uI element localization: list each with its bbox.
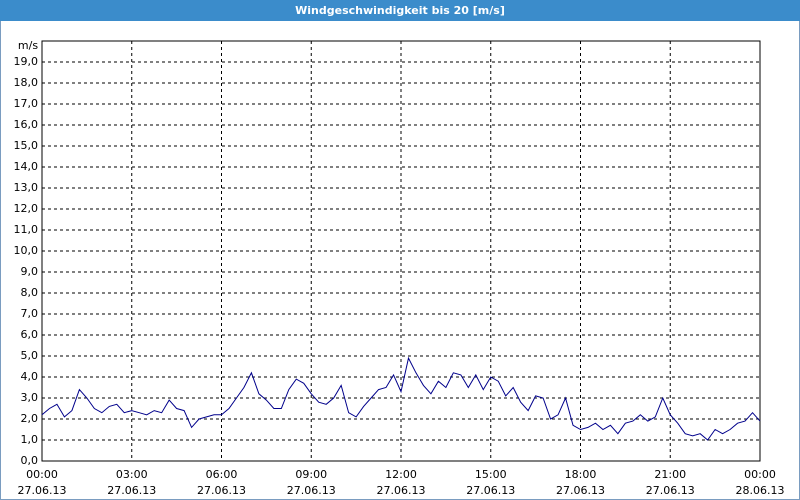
y-tick-label: 18,0 [14, 76, 39, 89]
x-tick-label: 28.06.13 [736, 484, 785, 497]
x-tick-label: 27.06.13 [466, 484, 515, 497]
x-tick-label: 27.06.13 [287, 484, 336, 497]
y-tick-label: 7,0 [21, 307, 39, 320]
x-tick-label: 27.06.13 [646, 484, 695, 497]
x-tick-label: 18:00 [565, 468, 597, 481]
y-tick-label: 5,0 [21, 349, 39, 362]
chart-title: Windgeschwindigkeit bis 20 [m/s] [295, 4, 505, 17]
y-tick-label: 11,0 [14, 223, 39, 236]
y-tick-label: 2,0 [21, 412, 39, 425]
x-tick-label: 21:00 [654, 468, 686, 481]
title-bar [0, 0, 800, 21]
y-tick-label: 8,0 [21, 286, 39, 299]
x-tick-label: 27.06.13 [377, 484, 426, 497]
x-tick-label: 03:00 [116, 468, 148, 481]
x-tick-label: 12:00 [385, 468, 417, 481]
y-tick-label: 17,0 [14, 97, 39, 110]
y-tick-label: 9,0 [21, 265, 39, 278]
x-tick-label: 06:00 [206, 468, 238, 481]
y-tick-label: 6,0 [21, 328, 39, 341]
x-tick-label: 00:00 [744, 468, 776, 481]
y-tick-label: 0,0 [21, 454, 39, 467]
y-tick-label: 16,0 [14, 118, 39, 131]
y-tick-label: 13,0 [14, 181, 39, 194]
x-tick-label: 27.06.13 [197, 484, 246, 497]
y-tick-label: 12,0 [14, 202, 39, 215]
x-tick-label: 00:00 [26, 468, 58, 481]
plot-frame [41, 40, 761, 462]
x-tick-label: 27.06.13 [18, 484, 67, 497]
data-line [41, 356, 761, 441]
y-tick-label: 1,0 [21, 433, 39, 446]
x-tick-label: 09:00 [295, 468, 327, 481]
y-tick-label: 19,0 [14, 55, 39, 68]
y-tick-label: 15,0 [14, 139, 39, 152]
y-axis-label: m/s [18, 39, 38, 52]
y-tick-label: 3,0 [21, 391, 39, 404]
x-tick-label: 27.06.13 [107, 484, 156, 497]
y-tick-label: 4,0 [21, 370, 39, 383]
y-tick-label: 14,0 [14, 160, 39, 173]
x-tick-label: 27.06.13 [556, 484, 605, 497]
x-tick-label: 15:00 [475, 468, 507, 481]
y-tick-label: 10,0 [14, 244, 39, 257]
